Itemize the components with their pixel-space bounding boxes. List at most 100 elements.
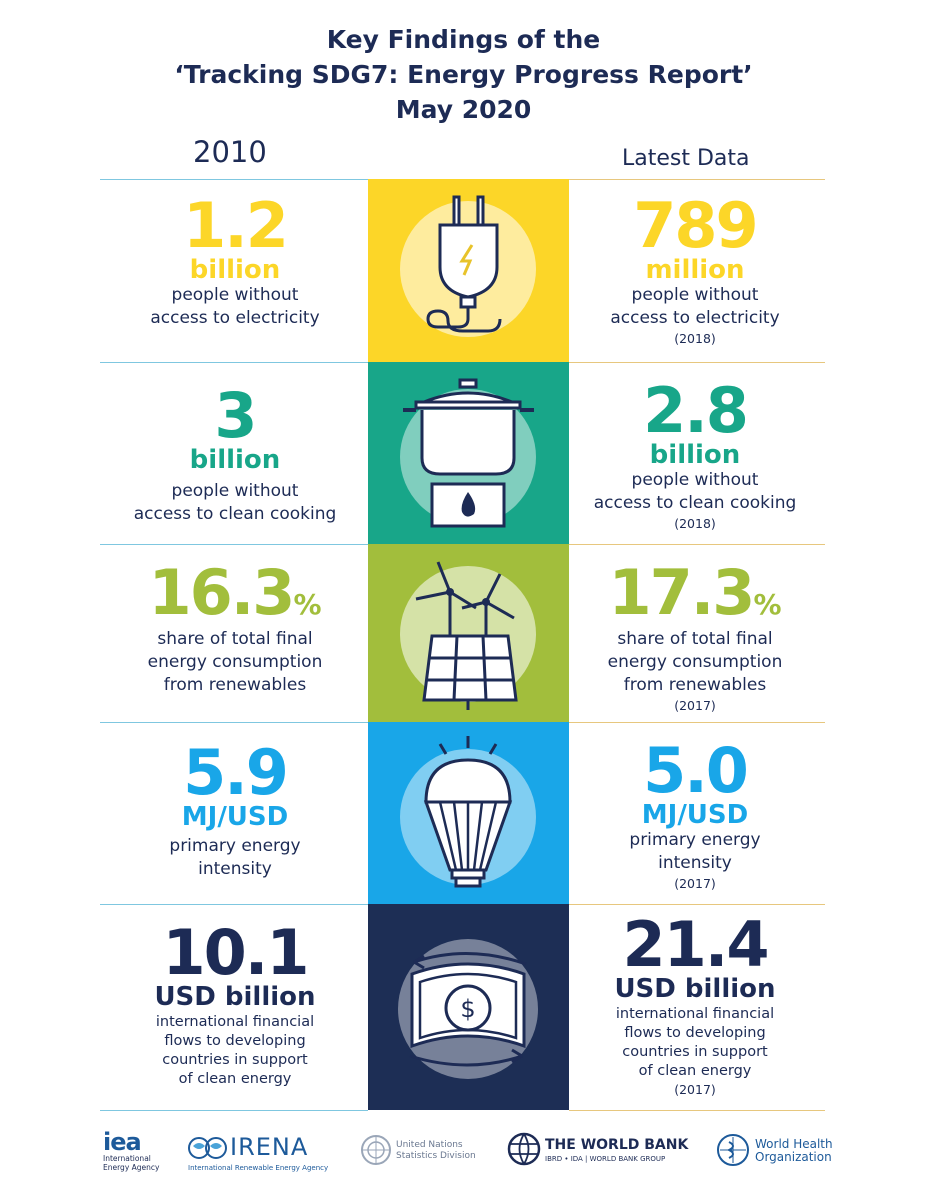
stat-unit: billion <box>189 255 281 285</box>
un-line-1: United Nations <box>396 1140 463 1150</box>
stat-desc-line: intensity <box>198 859 272 880</box>
title-line-1: Key Findings of the <box>326 25 601 54</box>
electricity-2010: 1.2 billion people without access to ele… <box>85 195 385 330</box>
divider-line <box>569 544 825 545</box>
who-emblem-icon <box>717 1134 749 1166</box>
stat-value: 2.8 <box>643 374 749 447</box>
stat-desc-line: people without <box>171 481 299 502</box>
light-bulb-icon <box>400 736 536 888</box>
stat-desc-line: flows to developing <box>164 1033 306 1050</box>
stat-desc-line: countries in support <box>162 1052 308 1069</box>
intensity-latest: 5.0 MJ/USD primary energy intensity (201… <box>545 740 845 893</box>
stat-desc-line: access to clean cooking <box>133 504 337 525</box>
stat-desc-line: primary energy <box>169 836 301 857</box>
cooking-pot-icon <box>400 378 536 528</box>
un-emblem-icon <box>361 1135 391 1165</box>
stat-value: 10.1 <box>162 916 310 989</box>
stat-value: 789 <box>633 189 758 262</box>
partner-logos: iea International Energy Agency IRENA In… <box>0 1130 927 1190</box>
stat-year: (2018) <box>674 516 716 532</box>
electricity-latest: 789 million people without access to ele… <box>545 195 845 348</box>
divider-line <box>569 904 825 905</box>
stat-unit: billion <box>189 445 281 475</box>
divider-line <box>100 1110 368 1111</box>
worldbank-sub: IBRD • IDA | WORLD BANK GROUP <box>545 1155 666 1163</box>
divider-line <box>569 362 825 363</box>
divider-line <box>100 722 368 723</box>
stat-desc-line: people without <box>631 470 759 491</box>
stat-desc-line: energy consumption <box>147 652 323 672</box>
divider-line <box>100 179 368 180</box>
cooking-latest: 2.8 billion people without access to cle… <box>545 380 845 533</box>
page-title: Key Findings of the ‘Tracking SDG7: Ener… <box>0 22 927 127</box>
wind-solar-icon <box>400 561 536 710</box>
stat-value: 5.0 <box>643 734 749 807</box>
stat-year: (2017) <box>674 698 716 713</box>
stat-value-wrap: 16.3% <box>85 562 385 624</box>
stat-unit: MJ/USD <box>641 800 749 830</box>
stat-unit: billion <box>649 440 741 470</box>
stat-unit: million <box>645 255 745 285</box>
iea-logo: iea International Energy Agency <box>103 1130 159 1172</box>
stat-value-wrap: 17.3% <box>545 562 845 624</box>
iea-line-2: Energy Agency <box>103 1163 160 1172</box>
stat-desc-line: from renewables <box>623 675 767 695</box>
un-line-2: Statistics Division <box>396 1151 476 1161</box>
finance-latest: 21.4 USD billion international financial… <box>545 914 845 1099</box>
title-line-2: ‘Tracking SDG7: Energy Progress Report’ <box>174 60 753 89</box>
stat-value: 21.4 <box>622 908 770 981</box>
stat-year: (2018) <box>674 331 716 347</box>
stat-desc-line: countries in support <box>622 1044 768 1061</box>
stat-value: 5.9 <box>183 736 289 809</box>
stat-unit: USD billion <box>614 974 776 1004</box>
stat-desc-line: from renewables <box>163 675 307 695</box>
stat-desc-line: energy consumption <box>607 652 783 672</box>
renewables-latest: 17.3% share of total final energy consum… <box>545 562 845 715</box>
stat-desc-line: access to electricity <box>610 308 780 329</box>
stat-desc-line: people without <box>171 285 299 306</box>
stat-desc-line: share of total final <box>157 629 313 649</box>
stat-desc-line: access to electricity <box>150 308 320 329</box>
cooking-icon-panel <box>368 362 569 544</box>
renewables-icon-panel <box>368 544 569 722</box>
stat-desc-line: international financial <box>615 1006 775 1023</box>
stat-desc-line: intensity <box>658 853 732 874</box>
iea-mark: iea <box>103 1128 142 1156</box>
stat-desc-line: flows to developing <box>624 1025 766 1042</box>
svg-text:$: $ <box>460 995 475 1023</box>
stat-value: 1.2 <box>183 189 289 262</box>
divider-line <box>100 362 368 363</box>
intensity-icon-panel <box>368 722 569 904</box>
irena-sub: International Renewable Energy Agency <box>188 1164 329 1172</box>
stat-desc-line: people without <box>631 285 759 306</box>
intensity-2010: 5.9 MJ/USD primary energy intensity <box>85 742 385 881</box>
stat-desc-line: international financial <box>155 1014 315 1031</box>
who-line-2: Organization <box>755 1150 832 1164</box>
stat-desc-line: of clean energy <box>638 1063 752 1080</box>
finance-2010: 10.1 USD billion international financial… <box>85 922 385 1089</box>
renewables-2010: 16.3% share of total final energy consum… <box>85 562 385 697</box>
divider-line <box>100 544 368 545</box>
stat-value: 3 <box>214 379 257 452</box>
irena-globe-icon <box>188 1137 227 1159</box>
irena-name: IRENA <box>230 1133 309 1161</box>
stat-desc-line: primary energy <box>629 830 761 851</box>
electricity-icon-panel <box>368 179 569 362</box>
stat-desc-line: access to clean cooking <box>593 493 797 514</box>
divider-line <box>569 722 825 723</box>
stat-value: 16.3 <box>148 556 295 629</box>
cooking-2010: 3 billion people without access to clean… <box>85 385 385 526</box>
column-header-2010: 2010 <box>193 135 267 169</box>
stat-year: (2017) <box>674 1082 716 1098</box>
stat-unit: MJ/USD <box>181 802 289 832</box>
divider-line <box>569 1110 825 1111</box>
finance-icon-panel: $ <box>368 904 569 1110</box>
stat-desc-line: share of total final <box>617 629 773 649</box>
divider-line <box>569 179 825 180</box>
stat-year: (2017) <box>674 876 716 892</box>
column-header-latest: Latest Data <box>622 146 750 171</box>
worldbank-name: THE WORLD BANK <box>545 1137 689 1153</box>
stat-unit: USD billion <box>154 982 316 1012</box>
who-line-1: World Health <box>755 1137 833 1151</box>
title-line-3: May 2020 <box>395 95 532 124</box>
